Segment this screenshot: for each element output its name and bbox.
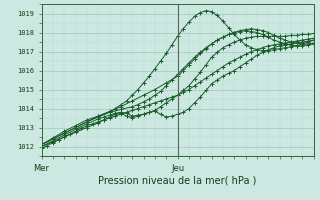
X-axis label: Pression niveau de la mer( hPa ): Pression niveau de la mer( hPa ) bbox=[99, 175, 257, 185]
